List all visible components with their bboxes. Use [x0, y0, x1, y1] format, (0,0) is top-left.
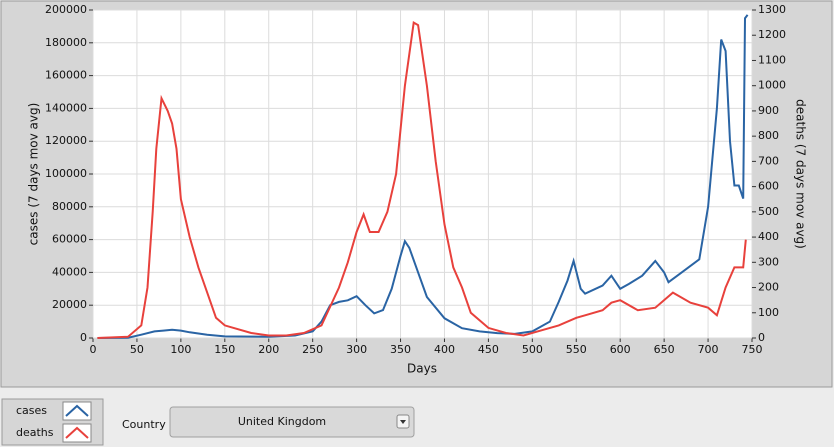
y-tick-label: 100000 [45, 167, 87, 180]
x-tick-label: 550 [566, 343, 587, 356]
x-tick-label: 650 [654, 343, 675, 356]
y2-tick-label: 1000 [758, 79, 786, 92]
x-tick-label: 50 [130, 343, 144, 356]
x-tick-label: 750 [742, 343, 763, 356]
legend-label: cases [16, 404, 47, 417]
y2-tick-label: 700 [758, 154, 779, 167]
x-tick-label: 100 [170, 343, 191, 356]
country-select[interactable] [169, 406, 415, 438]
x-tick-label: 500 [522, 343, 543, 356]
y2-tick-label: 300 [758, 255, 779, 268]
x-tick-label: 450 [478, 343, 499, 356]
y2-tick-label: 200 [758, 281, 779, 294]
y-tick-label: 40000 [52, 265, 87, 278]
x-tick-label: 0 [90, 343, 97, 356]
y2-axis-label: deaths (7 days mov avg) [794, 99, 808, 249]
x-tick-label: 300 [346, 343, 367, 356]
x-axis-label: Days [407, 362, 437, 376]
x-tick-label: 700 [698, 343, 719, 356]
legend-swatch [65, 426, 89, 439]
series-line [97, 21, 747, 339]
x-tick-label: 600 [610, 343, 631, 356]
series-line [97, 14, 749, 339]
x-tick-label: 400 [434, 343, 455, 356]
y2-tick-label: 1100 [758, 53, 786, 66]
x-tick-label: 200 [258, 343, 279, 356]
y2-tick-label: 100 [758, 306, 779, 319]
x-tick-label: 250 [302, 343, 323, 356]
y2-tick-label: 0 [758, 331, 765, 344]
y-tick-label: 0 [80, 331, 87, 344]
x-tick-label: 350 [390, 343, 411, 356]
legend-swatch-box [62, 401, 92, 421]
y2-tick-label: 500 [758, 205, 779, 218]
y2-tick-label: 900 [758, 104, 779, 117]
x-tick-label: 150 [214, 343, 235, 356]
y-tick-label: 60000 [52, 233, 87, 246]
y2-tick-label: 600 [758, 180, 779, 193]
legend-swatch [65, 404, 89, 417]
y-tick-label: 120000 [45, 134, 87, 147]
y-tick-label: 20000 [52, 298, 87, 311]
y-tick-label: 200000 [45, 3, 87, 16]
y-tick-label: 140000 [45, 101, 87, 114]
y-tick-label: 80000 [52, 200, 87, 213]
y-tick-label: 160000 [45, 69, 87, 82]
country-label: Country [122, 418, 166, 431]
select-arrow [400, 420, 406, 424]
y2-tick-label: 800 [758, 129, 779, 142]
country-select-value[interactable]: United Kingdom [238, 415, 326, 428]
y-axis-label: cases (7 days mov avg) [27, 103, 41, 246]
y2-tick-label: 400 [758, 230, 779, 243]
y2-tick-label: 1300 [758, 3, 786, 16]
legend-swatch-box [62, 423, 92, 443]
y2-tick-label: 1200 [758, 28, 786, 41]
legend-label: deaths [16, 426, 54, 439]
y-tick-label: 180000 [45, 36, 87, 49]
